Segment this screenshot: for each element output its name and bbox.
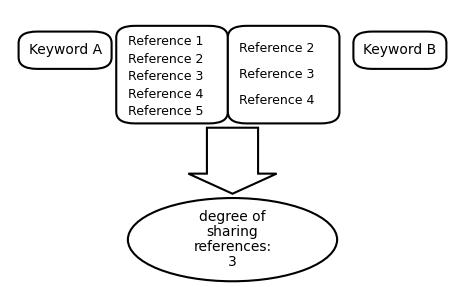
- FancyBboxPatch shape: [116, 26, 228, 123]
- Text: 3: 3: [228, 255, 237, 269]
- Text: Keyword A: Keyword A: [28, 43, 102, 57]
- Text: degree of: degree of: [199, 210, 266, 224]
- Text: Reference 4: Reference 4: [239, 94, 315, 107]
- Ellipse shape: [128, 198, 337, 281]
- Text: Reference 3: Reference 3: [128, 70, 203, 83]
- Text: Reference 3: Reference 3: [239, 68, 315, 81]
- FancyBboxPatch shape: [228, 26, 339, 123]
- Text: Reference 4: Reference 4: [128, 88, 203, 101]
- Text: Reference 2: Reference 2: [239, 42, 315, 55]
- Text: Reference 2: Reference 2: [128, 53, 203, 66]
- Text: Keyword B: Keyword B: [363, 43, 437, 57]
- Polygon shape: [188, 128, 277, 194]
- FancyBboxPatch shape: [19, 32, 112, 69]
- Text: references:: references:: [193, 240, 272, 254]
- Text: sharing: sharing: [206, 225, 259, 239]
- Text: Reference 1: Reference 1: [128, 35, 203, 48]
- Text: Reference 5: Reference 5: [128, 105, 203, 119]
- FancyBboxPatch shape: [353, 32, 446, 69]
